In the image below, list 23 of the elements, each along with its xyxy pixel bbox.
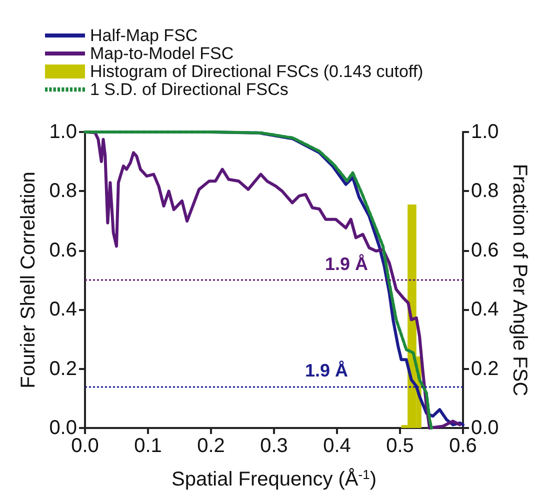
x-tick-label: 0.3 [260,435,288,457]
y2-tick-label: 1.0 [471,121,499,143]
y2-tick-label: 0.4 [471,298,499,321]
y2-tick-label: 0.8 [471,180,499,202]
legend-label: 1 S.D. of Directional FSCs [90,80,288,99]
ref-line-label: 1.9 Å [324,254,368,274]
y-tick-label: 0.8 [49,180,77,202]
y2-tick-label: 0.6 [471,239,499,262]
ref-line-label: 1.9 Å [304,360,348,381]
y2-axis-title: Fraction of Per Angle FSC [508,164,531,396]
y2-tick-label: 0.2 [471,358,499,380]
legend-label: Histogram of Directional FSCs (0.143 cutoff) [90,62,424,81]
x-tick-label: 0.4 [323,435,351,457]
x-tick-label: 0.5 [386,435,414,457]
y-axis-title: Fourier Shell Correlation [17,172,40,388]
x-tick-label: 0.2 [197,435,225,457]
legend-label: Map-to-Model FSC [90,44,234,63]
y-tick-label: 1.0 [49,121,77,143]
y-tick-label: 0.2 [49,358,77,380]
y-tick-label: 0.6 [49,239,77,262]
x-tick-label: 0.1 [134,435,162,457]
y-tick-label: 0.4 [49,298,77,321]
legend-label: Half-Map FSC [90,26,198,45]
